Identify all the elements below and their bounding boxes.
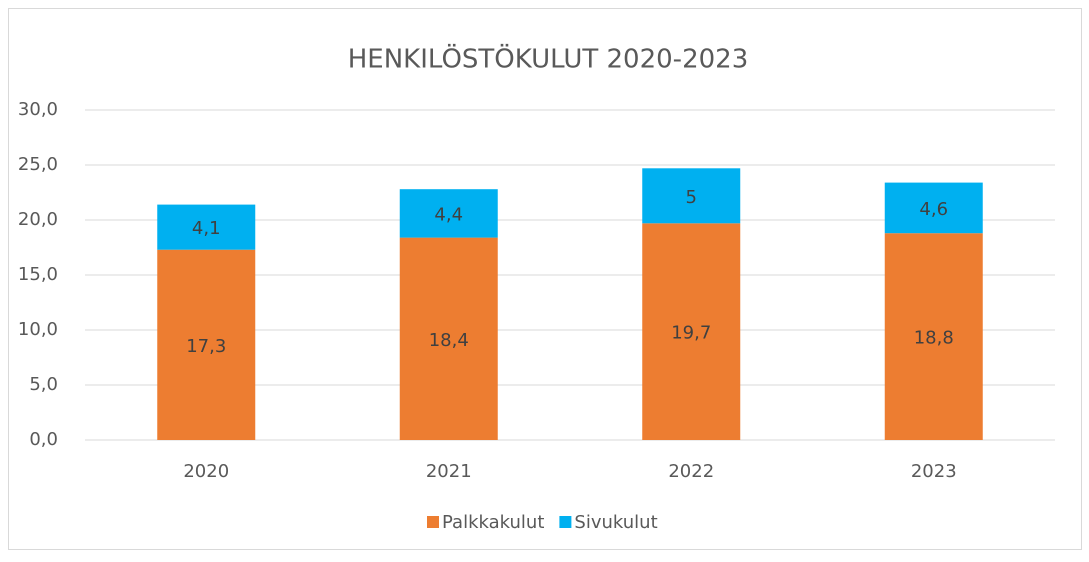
data-label: 18,4 xyxy=(429,330,469,351)
data-label: 4,6 xyxy=(919,199,948,220)
y-tick-label: 5,0 xyxy=(29,374,58,395)
bar-segment xyxy=(399,189,498,238)
legend-label: Sivukulut xyxy=(574,512,657,533)
x-tick-label: 2023 xyxy=(911,461,957,482)
y-tick-label: 0,0 xyxy=(29,429,58,450)
y-tick-label: 10,0 xyxy=(18,319,58,340)
data-label: 17,3 xyxy=(186,336,226,357)
data-label: 4,1 xyxy=(192,218,221,239)
data-label: 19,7 xyxy=(671,323,711,344)
x-tick-label: 2020 xyxy=(183,461,229,482)
chart-title: HENKILÖSTÖKULUT 2020-2023 xyxy=(348,43,749,75)
legend-label: Palkkakulut xyxy=(442,512,544,533)
legend-swatch xyxy=(559,516,572,528)
x-tick-label: 2021 xyxy=(426,461,472,482)
data-label: 5 xyxy=(686,187,697,208)
y-tick-label: 30,0 xyxy=(18,99,58,120)
bar-segment xyxy=(399,237,498,440)
bar-segment xyxy=(884,233,983,440)
y-tick-label: 15,0 xyxy=(18,264,58,285)
bar-segment xyxy=(642,168,741,224)
data-label: 4,4 xyxy=(434,204,463,225)
bar-segment xyxy=(157,204,256,250)
x-tick-label: 2022 xyxy=(668,461,714,482)
y-tick-label: 25,0 xyxy=(18,154,58,175)
bar-segment xyxy=(157,249,256,440)
bar-segment xyxy=(884,182,983,234)
data-label: 18,8 xyxy=(914,328,954,349)
y-tick-label: 20,0 xyxy=(18,209,58,230)
legend-swatch xyxy=(427,516,439,528)
bar-segment xyxy=(642,223,741,440)
